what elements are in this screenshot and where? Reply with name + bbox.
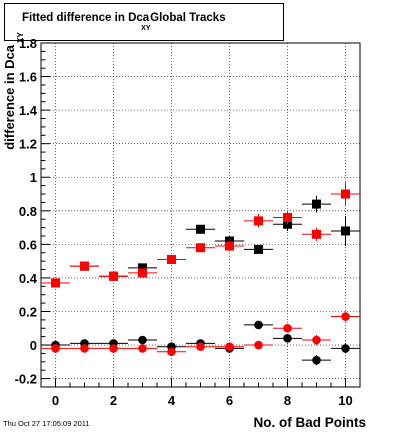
data-point-square: [80, 261, 89, 271]
y-tick-label: 0: [30, 338, 37, 353]
y-tick-label: 1: [30, 170, 37, 185]
x-tick-label: 2: [110, 393, 117, 408]
data-point-circle: [254, 320, 263, 330]
chart-title-tail: Global Tracks: [150, 12, 225, 24]
x-tick-label: 10: [338, 393, 352, 408]
y-tick-label: 1.4: [19, 103, 38, 118]
data-point-circle: [283, 323, 292, 333]
data-point-square: [341, 189, 350, 199]
data-point-square: [254, 216, 263, 226]
data-point-square: [283, 213, 292, 223]
data-point-square: [138, 263, 147, 273]
y-tick-label: 0.4: [19, 271, 38, 286]
x-tick-label: 0: [52, 393, 59, 408]
x-tick-label: 4: [168, 393, 176, 408]
y-tick-label: 1.8: [19, 36, 37, 51]
data-point-circle: [138, 344, 147, 353]
chart-title-subscript: XY: [141, 25, 151, 32]
data-point-square: [254, 244, 263, 254]
data-point-circle: [283, 334, 292, 343]
data-point-circle: [51, 344, 60, 353]
data-point-square: [167, 254, 176, 264]
data-point-circle: [109, 344, 118, 353]
plot-frame: [40, 42, 361, 388]
data-point-square: [196, 224, 205, 234]
data-point-square: [312, 229, 321, 239]
y-axis-label: difference in Dca: [2, 44, 17, 150]
y-tick-label: 0.2: [19, 304, 37, 319]
data-point-circle: [341, 344, 350, 353]
data-point-square: [225, 241, 234, 251]
y-tick-label: 1.2: [19, 137, 37, 152]
x-axis-label: No. of Bad Points: [254, 415, 367, 430]
data-point-square: [341, 226, 350, 236]
data-point-circle: [167, 347, 176, 357]
data-point-circle: [196, 342, 205, 352]
timestamp: Thu Oct 27 17:05:09 2011: [3, 419, 90, 428]
data-point-circle: [80, 344, 89, 353]
data-point-circle: [312, 355, 321, 365]
y-tick-label: 0.6: [19, 237, 37, 252]
chart-title: Fitted difference in Dca: [22, 12, 150, 24]
chart-title-box: [4, 3, 284, 41]
y-tick-label: 1.6: [19, 70, 37, 85]
x-tick-label: 8: [284, 393, 291, 408]
data-point-circle: [254, 340, 263, 350]
x-tick-label: 6: [226, 393, 233, 408]
y-tick-label: 0.8: [19, 204, 37, 219]
data-point-circle: [341, 312, 350, 321]
data-point-square: [138, 268, 147, 278]
data-point-square: [51, 278, 60, 288]
data-point-circle: [225, 342, 234, 352]
y-axis-label-subscript: XY: [16, 32, 25, 43]
data-point-circle: [312, 335, 321, 345]
data-point-square: [109, 271, 118, 281]
data-point-circle: [138, 335, 147, 345]
data-point-square: [196, 243, 205, 253]
data-point-square: [312, 199, 321, 209]
y-tick-label: -0.2: [15, 372, 37, 387]
